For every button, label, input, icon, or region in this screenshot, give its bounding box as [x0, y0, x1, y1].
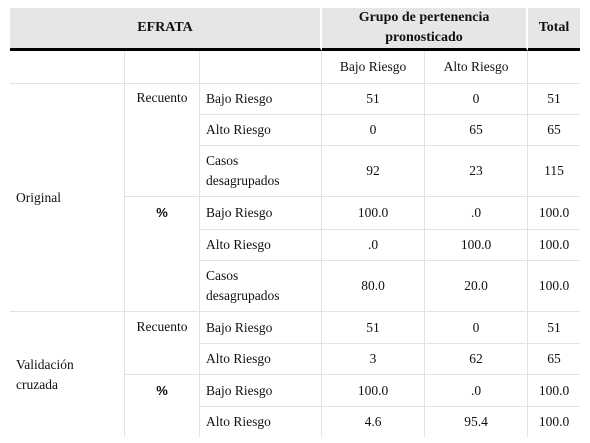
- cell-total: 51: [528, 84, 581, 115]
- cell-total: 100.0: [528, 375, 581, 407]
- measure-recuento: Recuento: [125, 84, 200, 197]
- cell-alto: 0: [425, 312, 529, 344]
- header-row: EFRATA Grupo de pertenencia pronosticado…: [10, 8, 581, 51]
- subheader-row: Bajo Riesgo Alto Riesgo: [10, 51, 581, 84]
- row-label: Casos desagrupados: [200, 261, 323, 312]
- cell-alto: .0: [425, 197, 529, 230]
- cell-alto: 62: [425, 344, 529, 375]
- group-validacion-cruzada: Validación cruzada: [10, 312, 125, 437]
- cell-total: 65: [528, 115, 581, 146]
- cell-bajo: 100.0: [322, 197, 426, 230]
- table-row: Validación cruzada Recuento Bajo Riesgo …: [10, 312, 581, 437]
- table-row: Original Recuento Bajo Riesgo 51 0 51: [10, 84, 581, 312]
- cell-alto: 20.0: [425, 261, 529, 312]
- cell-total: 100.0: [528, 261, 581, 312]
- table-row: % Bajo Riesgo 100.0 .0 100.0: [10, 197, 581, 312]
- table-row: Alto Riesgo 0 65 65: [10, 115, 581, 146]
- row-label: Alto Riesgo: [200, 230, 323, 261]
- table-row: % Bajo Riesgo 100.0 .0 100.0: [10, 375, 581, 437]
- subheader-bajo-riesgo: Bajo Riesgo: [322, 51, 426, 84]
- row-label: Alto Riesgo: [200, 344, 323, 375]
- subheader-empty-2: [125, 51, 200, 84]
- row-label: Bajo Riesgo: [200, 375, 323, 407]
- classification-table: EFRATA Grupo de pertenencia pronosticado…: [10, 8, 581, 437]
- cell-alto: 100.0: [425, 230, 529, 261]
- row-label: Alto Riesgo: [200, 115, 323, 146]
- measure-percent: %: [125, 375, 200, 437]
- cell-bajo: 3: [322, 344, 426, 375]
- cell-total: 100.0: [528, 197, 581, 230]
- table-row: Alto Riesgo .0 100.0 100.0: [10, 230, 581, 261]
- table-row: Alto Riesgo 3 62 65: [10, 344, 581, 375]
- cell-bajo: 92: [322, 146, 426, 197]
- cell-alto: .0: [425, 375, 529, 407]
- row-label: Bajo Riesgo: [200, 197, 323, 230]
- group-original: Original: [10, 84, 125, 312]
- cell-bajo: 51: [322, 312, 426, 344]
- table-row: Casos desagrupados 92 23 115: [10, 146, 581, 197]
- measure-recuento: Recuento: [125, 312, 200, 375]
- cell-bajo: 51: [322, 84, 426, 115]
- cell-bajo: 80.0: [322, 261, 426, 312]
- cell-total: 100.0: [528, 230, 581, 261]
- subheader-empty-4: [528, 51, 581, 84]
- measure-percent: %: [125, 197, 200, 312]
- cell-alto: 0: [425, 84, 529, 115]
- cell-alto: 23: [425, 146, 529, 197]
- row-label: Bajo Riesgo: [200, 84, 323, 115]
- cell-alto: 95.4: [425, 407, 529, 437]
- cell-bajo: 100.0: [322, 375, 426, 407]
- cell-total: 65: [528, 344, 581, 375]
- cell-total: 115: [528, 146, 581, 197]
- subheader-alto-riesgo: Alto Riesgo: [425, 51, 529, 84]
- cell-alto: 65: [425, 115, 529, 146]
- table-row: Alto Riesgo 4.6 95.4 100.0: [10, 407, 580, 437]
- cell-bajo: .0: [322, 230, 426, 261]
- cell-bajo: 0: [322, 115, 426, 146]
- cell-total: 100.0: [538, 414, 570, 429]
- header-total: Total: [528, 8, 581, 51]
- subheader-empty-3: [200, 51, 323, 84]
- subheader-empty-1: [10, 51, 125, 84]
- table-row: Casos desagrupados 80.0 20.0 100.0: [10, 261, 581, 312]
- cell-bajo: 4.6: [322, 407, 426, 437]
- row-label: Alto Riesgo: [200, 407, 323, 437]
- header-efrata: EFRATA: [10, 8, 323, 51]
- cell-total: 51: [528, 312, 581, 344]
- row-label: Casos desagrupados: [200, 146, 323, 197]
- row-label: Bajo Riesgo: [200, 312, 323, 344]
- header-grupo-pertenencia: Grupo de pertenencia pronosticado: [322, 8, 529, 51]
